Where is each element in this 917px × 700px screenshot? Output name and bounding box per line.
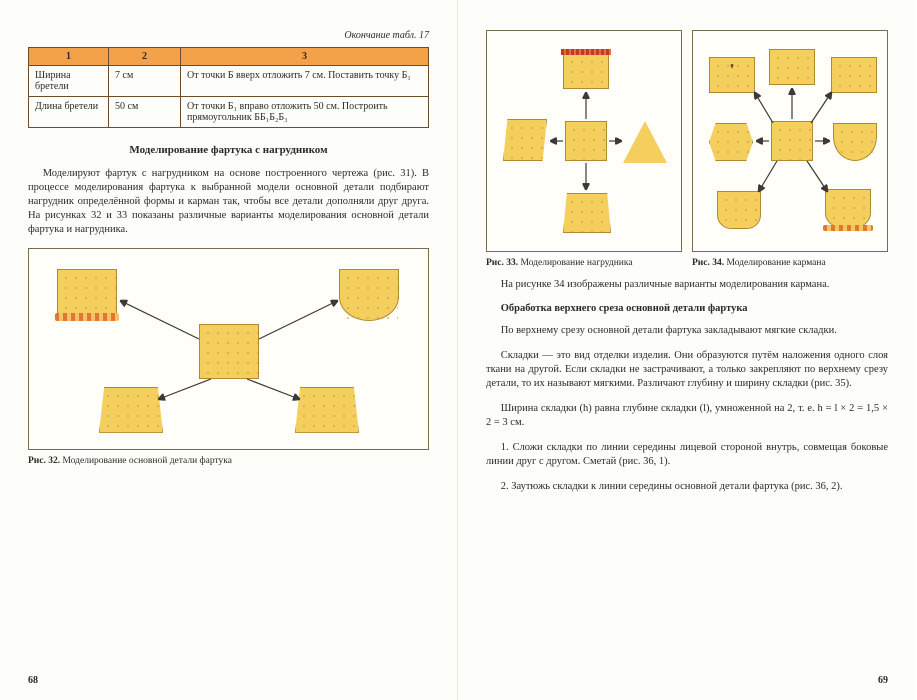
paragraph: На рисунке 34 изображены различные вариа…	[486, 278, 888, 292]
table-row: Ширина бретели 7 см От точки Б вверх отл…	[29, 66, 429, 97]
figure-34-diagram	[703, 41, 877, 241]
figure-34-box	[692, 30, 888, 252]
page-68: Окончание табл. 17 1 2 3 Ширина бретели …	[0, 0, 458, 700]
paragraph: 2. Заутюжь складки к линии середины осно…	[486, 480, 888, 494]
figure-32-box	[28, 248, 429, 450]
cell: Длина бретели	[29, 97, 109, 128]
th-2: 2	[109, 48, 181, 66]
figure-33-diagram	[497, 41, 671, 241]
th-1: 1	[29, 48, 109, 66]
figure-33-wrap: Рис. 33. Моделирование нагрудника	[486, 30, 682, 268]
cell: 50 см	[109, 97, 181, 128]
caption-text: Моделирование кармана	[724, 258, 826, 268]
caption-label: Рис. 32.	[28, 456, 60, 466]
figure-34-wrap: Рис. 34. Моделирование кармана	[692, 30, 888, 268]
paragraph: По верхнему срезу основной детали фартук…	[486, 324, 888, 338]
cell: 7 см	[109, 66, 181, 97]
caption-label: Рис. 33.	[486, 258, 518, 268]
page-number: 69	[878, 675, 888, 686]
arrows-icon	[39, 259, 419, 439]
table-row: Длина бретели 50 см От точки Б₁ вправо о…	[29, 97, 429, 128]
caption-text: Моделирование нагрудника	[518, 258, 632, 268]
page-69: Рис. 33. Моделирование нагрудника	[458, 0, 916, 700]
table-continuation-caption: Окончание табл. 17	[28, 30, 429, 41]
paragraph: Моделируют фартук с нагрудником на основ…	[28, 167, 429, 238]
paragraph: Складки — это вид отделки изделия. Они о…	[486, 349, 888, 392]
cell: От точки Б₁ вправо отложить 50 см. Постр…	[181, 97, 429, 128]
arrows-icon	[703, 41, 883, 241]
paragraph: Ширина складки (h) равна глубине складки…	[486, 402, 888, 430]
paragraph: 1. Сложи складки по линии середины лицев…	[486, 441, 888, 469]
section-title: Моделирование фартука с нагрудником	[28, 144, 429, 156]
cell: Ширина бретели	[29, 66, 109, 97]
page-number: 68	[28, 675, 38, 686]
arrows-icon	[497, 41, 677, 241]
sub-heading: Обработка верхнего среза основной детали…	[486, 303, 888, 314]
figure-34-caption: Рис. 34. Моделирование кармана	[692, 258, 888, 268]
caption-label: Рис. 34.	[692, 258, 724, 268]
caption-text: Моделирование основной детали фартука	[60, 456, 232, 466]
figure-32-caption: Рис. 32. Моделирование основной детали ф…	[28, 456, 429, 466]
table-17: 1 2 3 Ширина бретели 7 см От точки Б вве…	[28, 47, 429, 128]
th-3: 3	[181, 48, 429, 66]
cell: От точки Б вверх отложить 7 см. Поставит…	[181, 66, 429, 97]
figure-33-box	[486, 30, 682, 252]
figure-row: Рис. 33. Моделирование нагрудника	[486, 30, 888, 268]
figure-33-caption: Рис. 33. Моделирование нагрудника	[486, 258, 682, 268]
book-spread: Окончание табл. 17 1 2 3 Ширина бретели …	[0, 0, 917, 700]
figure-32-diagram	[39, 259, 418, 439]
